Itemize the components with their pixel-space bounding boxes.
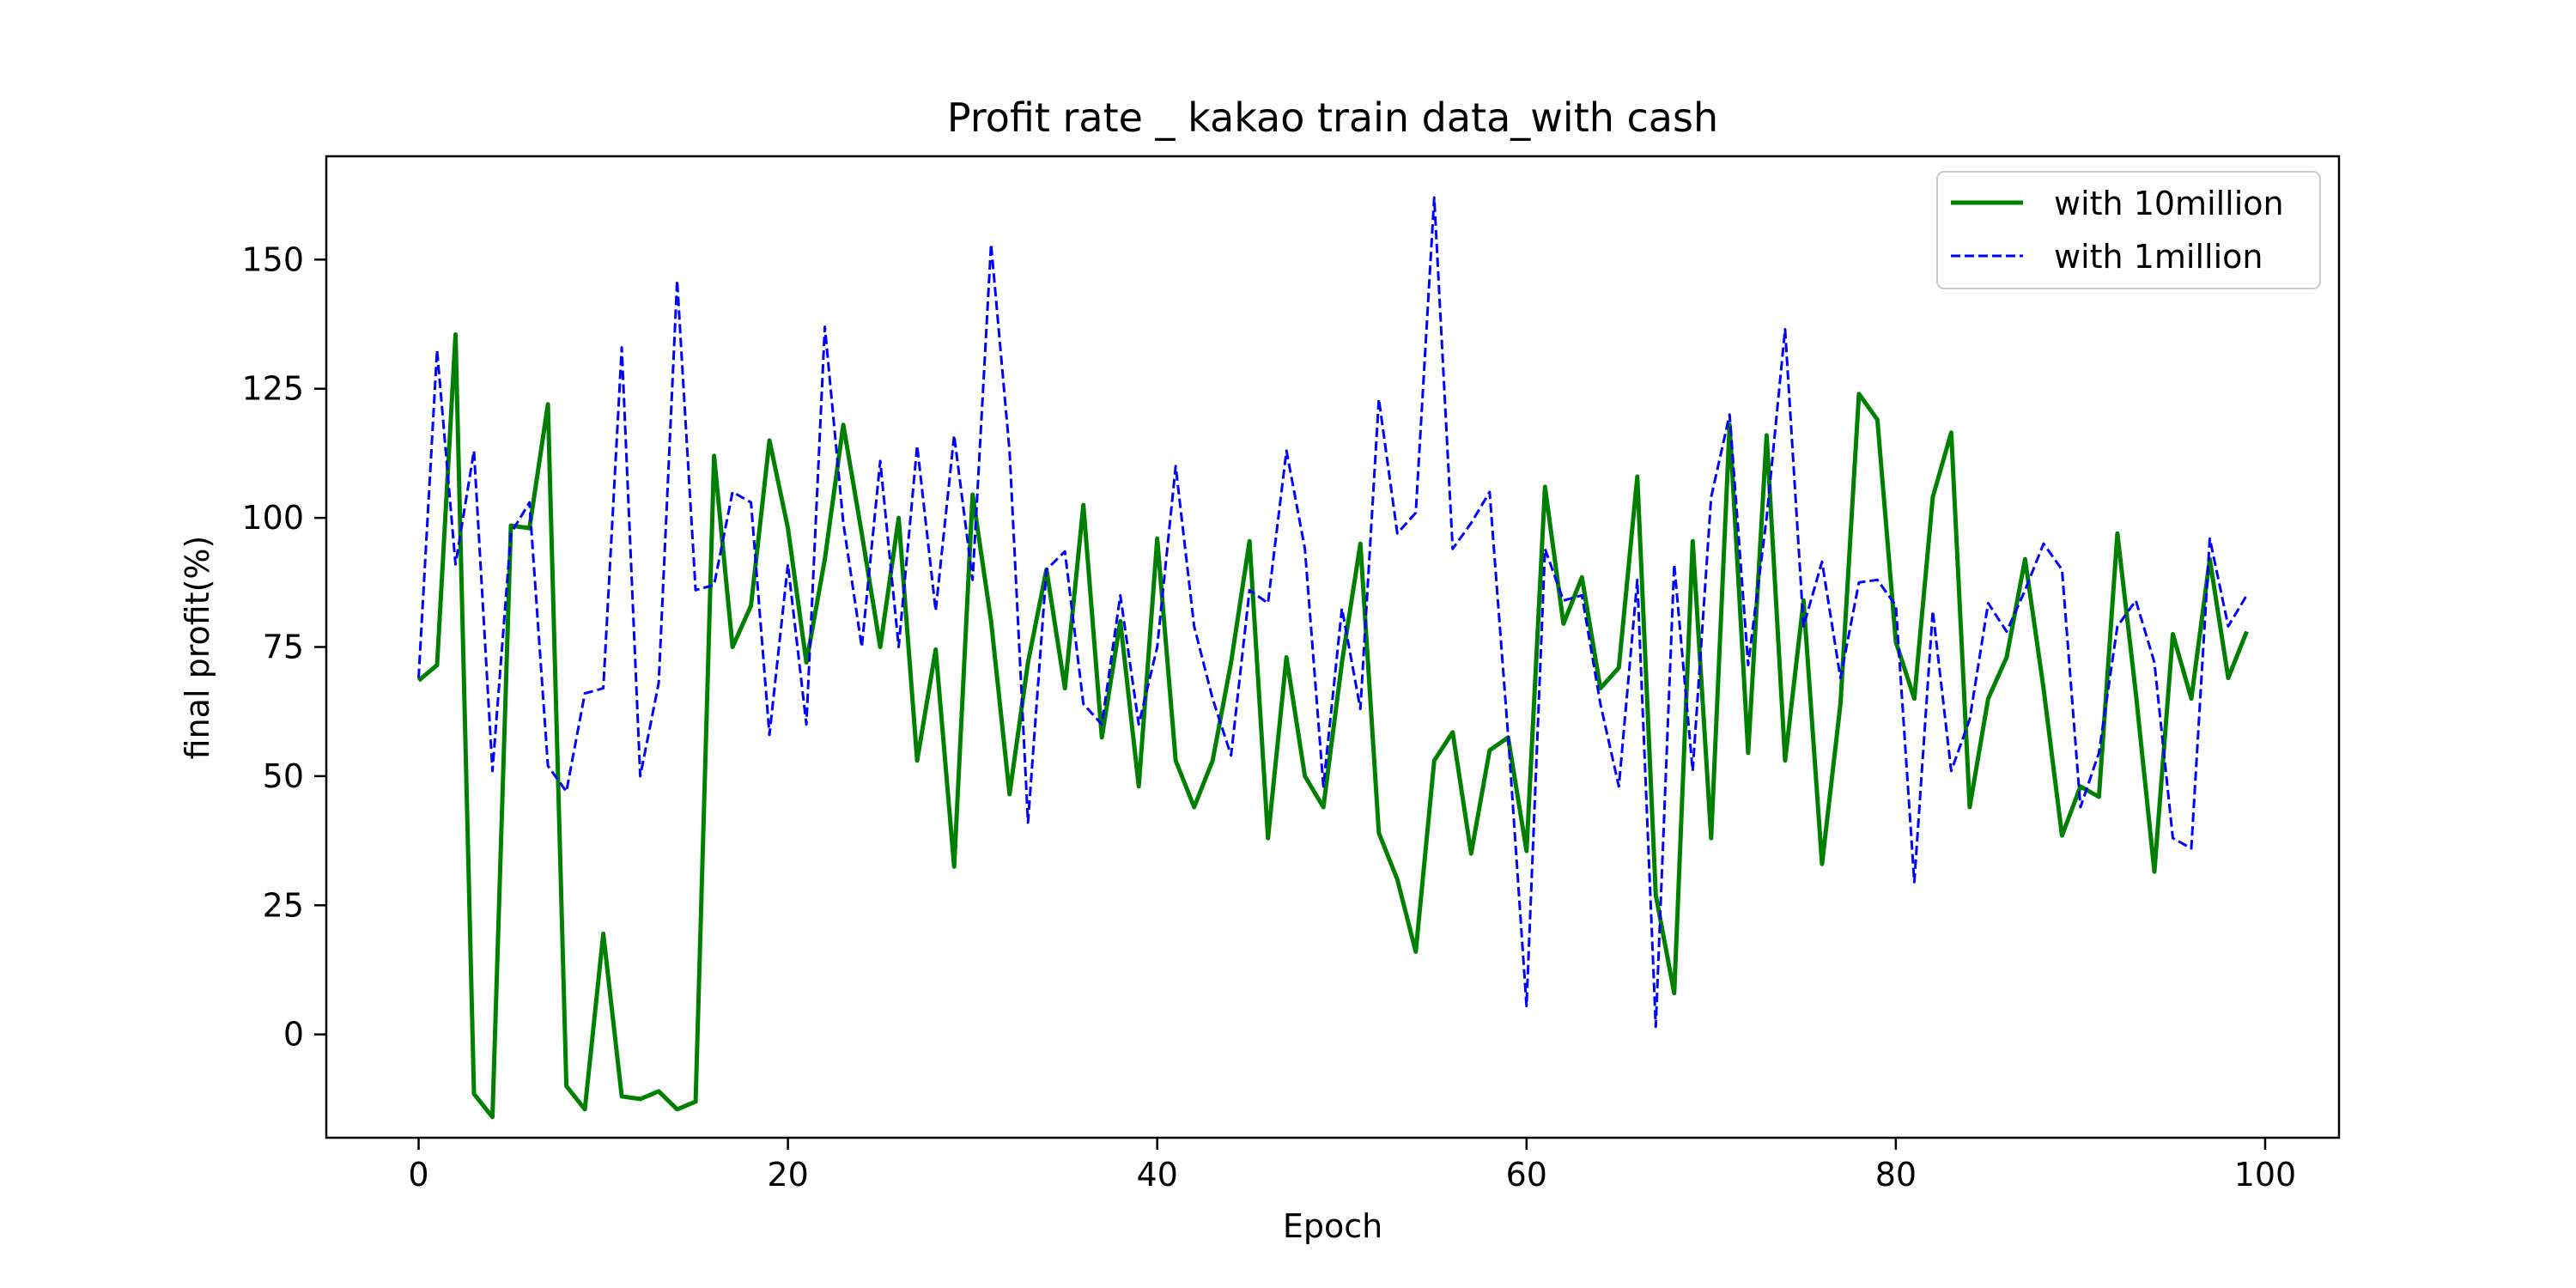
y-tick-label: 0	[283, 1016, 304, 1054]
y-tick-label: 150	[241, 240, 304, 278]
x-tick-label: 0	[408, 1156, 428, 1194]
series-line-with-10million	[416, 332, 2249, 1120]
y-axis: 0 25 50 75 100 125 150	[241, 240, 326, 1054]
x-tick-label: 80	[1875, 1156, 1917, 1194]
y-tick-label: 125	[241, 370, 304, 408]
x-axis: 0 20 40 60 80 100	[408, 1138, 2296, 1194]
legend-label-with-10million: with 10million	[2054, 185, 2284, 222]
y-tick-label: 25	[263, 886, 304, 924]
legend-box	[1936, 171, 2321, 289]
legend: with 10million with 1million	[1936, 171, 2321, 289]
y-tick-label: 100	[241, 499, 304, 537]
y-tick-label: 50	[263, 757, 304, 795]
x-tick-label: 40	[1137, 1156, 1178, 1194]
series-layer	[416, 196, 2249, 1120]
series-line-with-1million	[417, 196, 2248, 1029]
chart-title: Profit rate _ kakao train data_with cash	[947, 94, 1718, 141]
y-axis-label: final profit(%)	[179, 536, 216, 760]
x-tick-label: 100	[2234, 1156, 2297, 1194]
x-tick-label: 20	[767, 1156, 808, 1194]
x-axis-label: Epoch	[1283, 1207, 1382, 1245]
legend-label-with-1million: with 1million	[2054, 238, 2263, 276]
x-tick-label: 60	[1506, 1156, 1547, 1194]
y-tick-label: 75	[263, 629, 304, 666]
